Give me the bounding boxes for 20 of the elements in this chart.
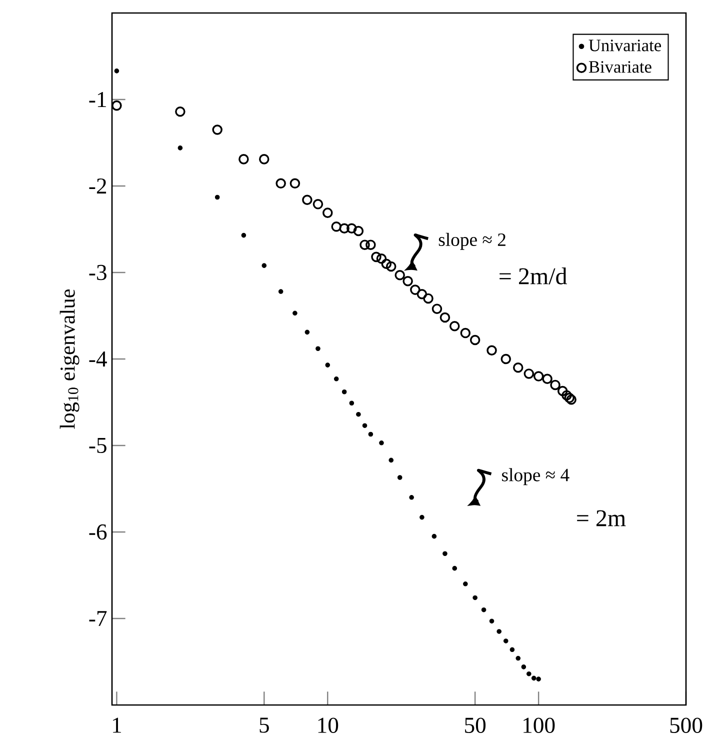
annotation: = 2m [577, 510, 626, 526]
y-tick-label: -6 [89, 524, 107, 540]
y-tick-label: -5 [89, 438, 106, 454]
x-tick-label: 10 [318, 718, 338, 734]
y-tick-label: -1 [89, 92, 106, 107]
annotation: = 2m/d [500, 268, 568, 284]
y-tick-label: -4 [89, 352, 107, 366]
y-tick-label: -3 [89, 264, 106, 280]
x-tick-label: 1 [113, 718, 122, 733]
annotation: slope ≈ 4 [502, 468, 570, 486]
annotation: slope ≈ 2 [438, 232, 506, 250]
y-tick-label: -7 [89, 611, 107, 626]
legend-label: Bivariate [588, 61, 652, 73]
y-tick-label: -2 [89, 178, 106, 194]
x-tick-label: 5 [260, 718, 269, 733]
x-tick-label: 500 [670, 718, 702, 734]
x-tick-label: 50 [465, 718, 486, 734]
legend-label: Univariate [588, 40, 661, 52]
y-axis-title: log$_{10}$ eigenvalue [60, 289, 80, 429]
x-tick-label: 100 [524, 718, 555, 734]
